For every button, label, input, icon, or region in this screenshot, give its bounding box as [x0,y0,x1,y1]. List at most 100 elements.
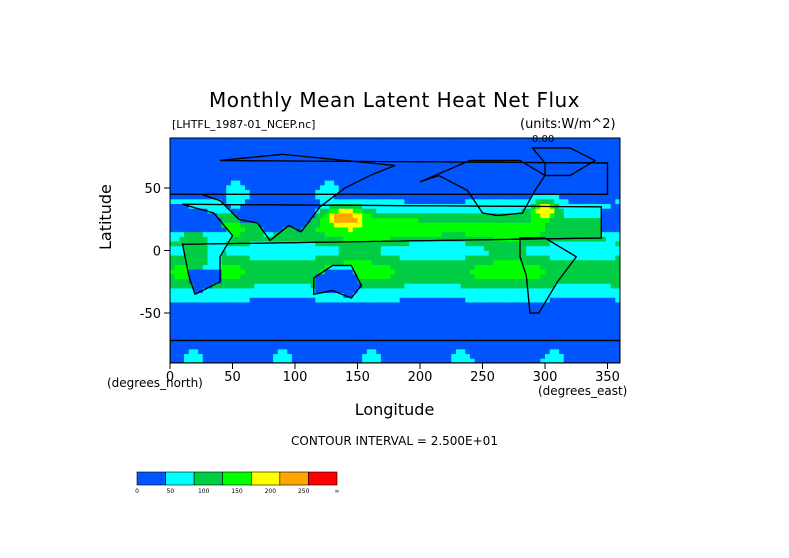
heatmap-cell [413,184,419,190]
heatmap-cell [296,358,302,363]
heatmap-cell [470,320,476,326]
heatmap-cell [352,316,358,322]
heatmap-cell [498,138,504,144]
heatmap-cell [545,138,551,144]
heatmap-cell [352,339,358,345]
heatmap-cell [207,339,213,345]
heatmap-cell [179,250,185,256]
heatmap-cell [601,302,607,308]
heatmap-cell [291,170,297,176]
heatmap-cell [329,273,335,280]
heatmap-cell [437,297,443,303]
heatmap-cell [470,180,476,186]
heatmap-cell [207,334,213,340]
heatmap-cell [193,152,199,158]
heatmap-cell [502,264,508,270]
heatmap-cell [329,175,335,181]
heatmap-cell [245,161,251,167]
heatmap-cell [380,184,387,190]
heatmap-cell [305,213,312,219]
heatmap-cell [474,288,480,294]
heatmap-cell [296,339,302,345]
heatmap-cell [348,194,354,200]
heatmap-cell [409,189,415,195]
heatmap-cell [451,156,457,162]
heatmap-cell [310,170,316,176]
heatmap-cell [545,278,551,284]
heatmap-cell [479,316,485,322]
heatmap-cell [174,184,180,190]
heatmap-cell [512,170,518,176]
heatmap-cell [188,170,194,176]
heatmap-cell [254,227,260,233]
heatmap-cell [512,175,518,181]
heatmap-cell [338,264,344,270]
heatmap-cell [399,250,405,256]
heatmap-cell [357,194,363,200]
heatmap-cell [554,138,560,144]
heatmap-cell [287,203,293,209]
heatmap-cell [357,184,363,190]
heatmap-cell [212,311,218,317]
heatmap-cell [488,147,494,153]
heatmap-cell [498,325,504,331]
heatmap-cell [615,316,620,322]
heatmap-cell [591,339,597,345]
heatmap-cell [263,273,269,280]
heatmap-cell [502,152,508,158]
heatmap-cell [577,138,583,144]
heatmap-cell [348,311,354,317]
heatmap-cell [460,316,466,322]
heatmap-cell [277,339,283,345]
heatmap-cell [174,259,180,265]
heatmap-cell [348,302,354,308]
heatmap-cell [395,278,401,284]
heatmap-cell [291,264,297,270]
heatmap-cell [399,353,405,359]
heatmap-cell [516,302,522,308]
heatmap-cell [188,297,194,303]
heatmap-cell [170,142,176,148]
heatmap-cell [305,152,312,158]
heatmap-cell [427,156,433,162]
heatmap-cell [221,269,227,275]
heatmap-cell [277,288,283,294]
heatmap-cell [268,227,274,233]
heatmap-cell [432,306,438,312]
heatmap-cell [596,208,602,214]
heatmap-cell [310,334,316,340]
heatmap-cell [334,231,340,237]
heatmap-cell [362,311,368,317]
heatmap-cell [521,227,527,233]
heatmap-cell [273,283,279,289]
heatmap-cell [324,208,330,214]
heatmap-cell [413,175,419,181]
heatmap-cell [413,208,419,214]
heatmap-cell [404,255,410,261]
heatmap-cell [441,166,447,172]
heatmap-cell [395,156,401,162]
heatmap-cell [591,180,597,186]
heatmap-cell [498,339,504,345]
heatmap-cell [249,213,255,219]
heatmap-cell [230,344,237,350]
heatmap-cell [460,147,466,153]
heatmap-cell [418,142,424,148]
heatmap-cell [207,222,213,228]
heatmap-cell [540,306,546,312]
heatmap-cell [563,316,569,322]
heatmap-cell [521,231,527,237]
heatmap-cell [484,156,490,162]
heatmap-cell [545,152,551,158]
heatmap-cell [287,306,293,312]
heatmap-cell [188,316,194,322]
heatmap-cell [493,344,499,350]
heatmap-cell [221,297,227,303]
heatmap-cell [320,250,326,256]
heatmap-cell [338,273,344,280]
heatmap-cell [291,339,297,345]
heatmap-cell [245,348,251,355]
heatmap-cell [348,358,354,363]
heatmap-cell [376,166,382,172]
heatmap-cell [376,175,382,181]
